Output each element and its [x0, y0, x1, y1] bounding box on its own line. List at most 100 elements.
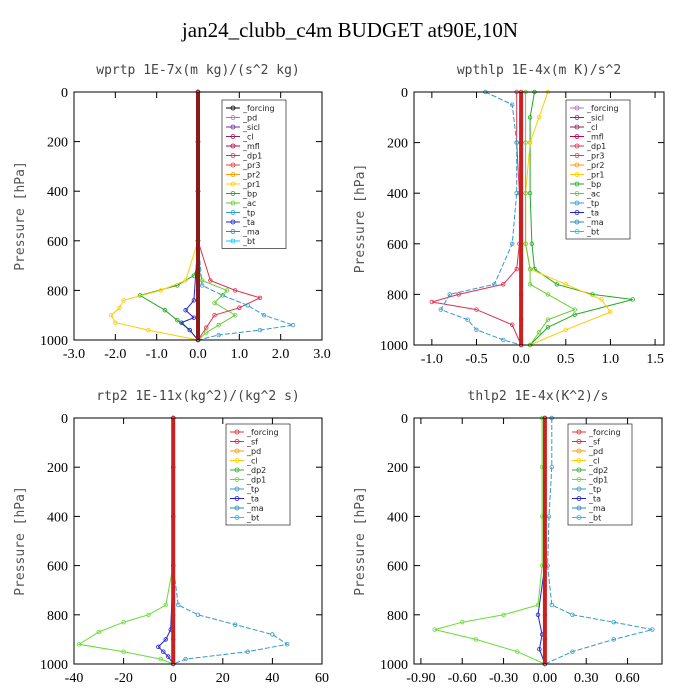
panel-title: rtp2 1E-11x(kg^2)/(kg^2 s): [96, 389, 300, 404]
data-point: [570, 612, 575, 617]
data-point: [536, 330, 542, 335]
x-tick-label: 0.60: [615, 671, 640, 686]
legend-label: _ma: [588, 504, 606, 513]
y-tick-label: 400: [387, 510, 408, 525]
data-point: [146, 327, 151, 333]
data-point: [121, 298, 126, 303]
data-point: [438, 307, 443, 312]
legend-label: _tp: [588, 485, 601, 494]
data-point: [257, 295, 263, 301]
x-tick-label: -1.0: [421, 352, 443, 367]
data-point: [515, 649, 520, 654]
legend-marker: [230, 219, 236, 225]
data-point: [537, 647, 542, 652]
x-tick-label: 1.0: [231, 347, 249, 362]
data-point: [510, 241, 515, 246]
data-point: [237, 305, 242, 310]
legend-marker: [574, 200, 580, 206]
legend-label: _sicl: [242, 123, 260, 132]
data-point: [96, 629, 101, 635]
legend-marker: [234, 458, 240, 463]
legend-label: _bt: [586, 228, 599, 237]
legend-marker: [574, 162, 580, 168]
legend-marker: [230, 200, 236, 206]
x-tick-label: -1.0: [146, 347, 168, 362]
series-line-pr1: [110, 92, 199, 341]
legend-marker: [230, 143, 236, 149]
data-point: [501, 337, 506, 343]
legend-marker: [230, 238, 236, 244]
data-point: [549, 602, 554, 608]
legend-marker: [576, 439, 582, 444]
y-axis-label: Pressure [hPa]: [353, 486, 368, 596]
data-point: [195, 288, 201, 293]
data-point: [527, 190, 533, 196]
legend-label: _dp1: [586, 142, 606, 151]
legend-label: _bp: [242, 190, 257, 199]
data-point: [518, 241, 524, 246]
y-tick-label: 200: [387, 461, 408, 476]
data-point: [536, 115, 542, 120]
y-tick-label: 800: [47, 609, 68, 624]
data-point: [179, 320, 184, 325]
series-line-tp: [172, 418, 289, 665]
data-point: [195, 313, 201, 318]
y-tick-label: 1000: [380, 658, 408, 673]
legend-label: _cl: [588, 457, 600, 466]
data-point: [432, 627, 437, 632]
legend-label: _mfl: [586, 133, 604, 142]
x-tick-label: -0.5: [465, 352, 487, 367]
legend-label: _dp1: [588, 476, 608, 485]
data-point: [195, 612, 201, 617]
legend-label: _pr3: [586, 152, 604, 161]
legend-label: _tp: [242, 209, 255, 218]
y-tick-label: 800: [387, 609, 408, 624]
legend-label: _ta: [246, 495, 259, 504]
legend-label: _pr1: [242, 180, 260, 189]
legend-marker: [574, 172, 580, 177]
data-point: [545, 292, 551, 297]
data-point: [456, 292, 461, 297]
y-tick-label: 800: [47, 284, 68, 299]
panel-3: rtp2 1E-11x(kg^2)/(kg^2 s) Pressure [hPa]…: [13, 389, 329, 686]
y-tick-label: 200: [47, 136, 68, 151]
data-point: [76, 642, 82, 647]
data-point: [501, 612, 506, 617]
legend-label: _bt: [242, 237, 255, 246]
data-point: [183, 308, 188, 313]
series-line-bp: [529, 91, 633, 346]
data-point: [474, 307, 479, 312]
legend-label: _ma: [246, 504, 264, 513]
legend-label: _cl: [242, 133, 254, 142]
legend-marker: [574, 191, 580, 196]
data-point: [216, 322, 221, 328]
data-point: [542, 465, 548, 470]
y-tick-label: 600: [387, 560, 408, 575]
data-point: [510, 102, 515, 107]
data-point: [608, 309, 613, 315]
legend-marker: [230, 210, 236, 215]
x-tick-label: 0: [170, 671, 177, 686]
plot-frame: [413, 417, 663, 665]
legend-marker: [234, 448, 240, 454]
data-point: [204, 325, 209, 330]
data-point: [527, 282, 533, 287]
data-point: [514, 190, 519, 196]
x-tick-label: -0.60: [448, 671, 477, 686]
legend-label: _bt: [246, 514, 259, 523]
data-point: [224, 288, 230, 293]
legend-label: _ta: [242, 218, 255, 227]
data-point: [270, 632, 275, 637]
data-point: [187, 327, 192, 333]
data-point: [290, 322, 296, 328]
legend-marker: [576, 429, 582, 435]
data-point: [546, 514, 552, 519]
x-tick-label: 40: [265, 671, 279, 686]
legend-marker: [234, 496, 240, 501]
legend: _forcing_pd_sicl_cl_mfl_dp1_pr3_pr2_pr1_…: [221, 99, 287, 249]
y-tick-label: 600: [47, 560, 68, 575]
data-point: [518, 140, 524, 145]
data-point: [232, 622, 238, 627]
data-point: [162, 308, 168, 313]
